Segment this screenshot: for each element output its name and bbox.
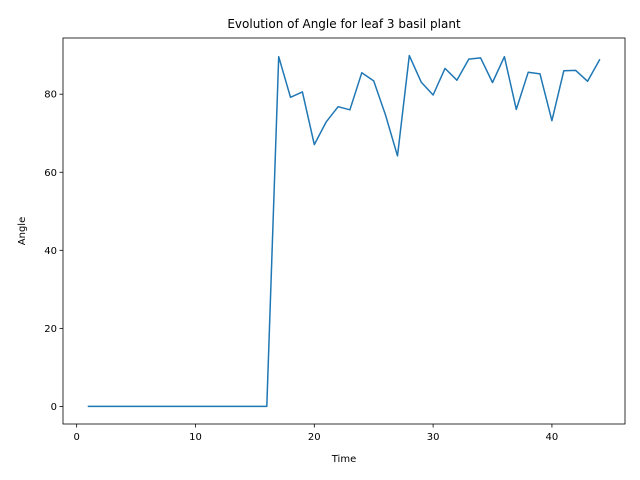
y-axis-label: Angle — [17, 217, 28, 245]
plot-frame — [62, 37, 626, 425]
y-tick-label: 40 — [44, 246, 57, 257]
y-tick-label: 0 — [51, 402, 57, 413]
x-tick-label: 40 — [546, 432, 559, 443]
x-axis-ticks: 0 10 20 30 40 — [73, 424, 558, 443]
x-axis-label: Time — [331, 454, 356, 465]
chart-title: Evolution of Angle for leaf 3 basil plan… — [227, 17, 461, 31]
x-tick-label: 20 — [308, 432, 321, 443]
series-line-angle — [87, 54, 601, 408]
y-axis-ticks: 0 20 40 60 80 — [44, 90, 63, 413]
x-tick-label: 30 — [427, 432, 440, 443]
y-tick-label: 80 — [44, 90, 57, 101]
x-tick-label: 10 — [189, 432, 202, 443]
plot-area — [63, 38, 625, 424]
y-tick-label: 60 — [44, 168, 57, 179]
y-tick-label: 20 — [44, 324, 57, 335]
x-tick-label: 0 — [73, 432, 79, 443]
